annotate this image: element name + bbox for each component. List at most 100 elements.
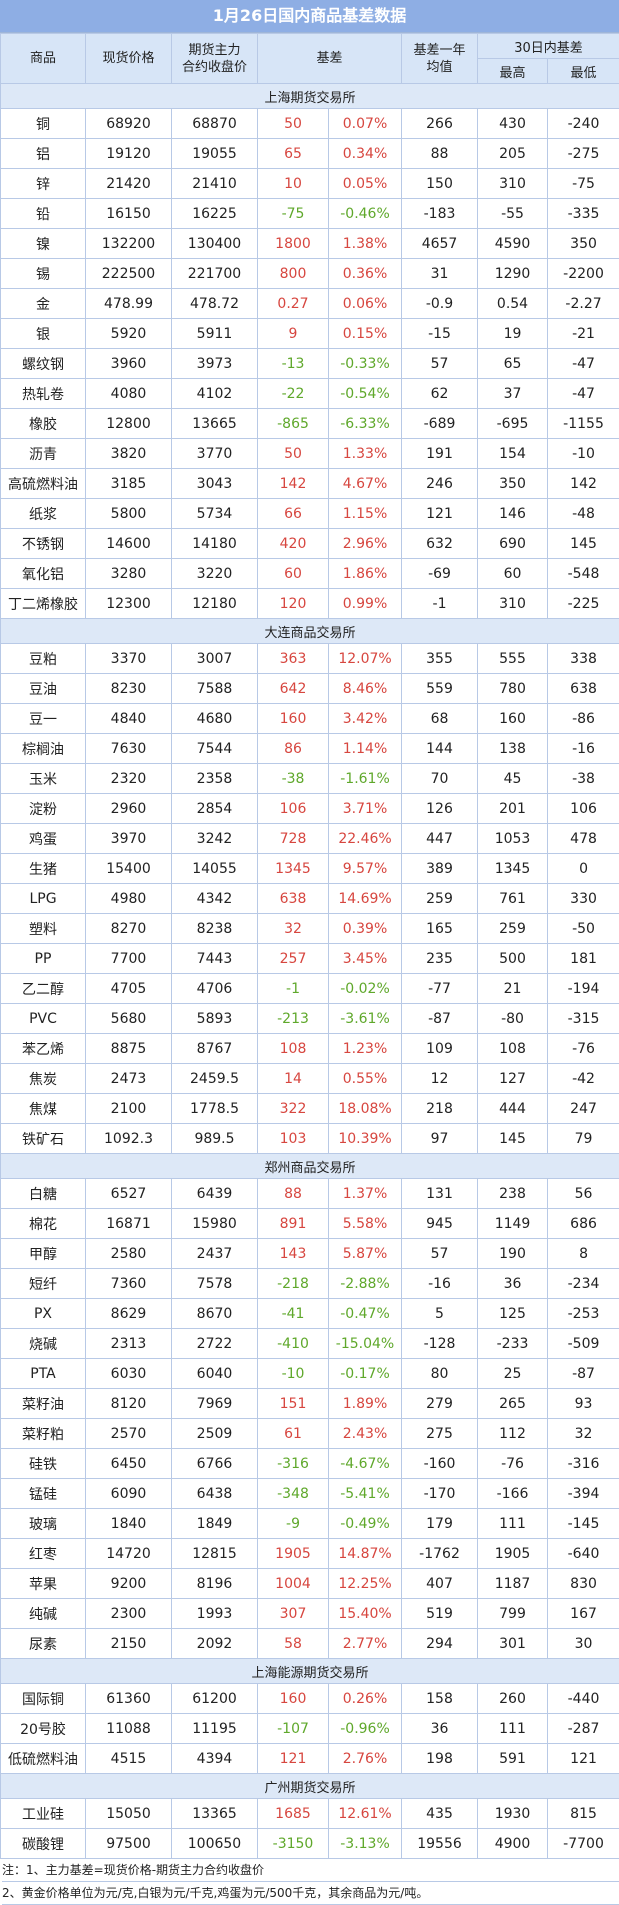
futures-close-cell: 1778.5 (172, 1094, 258, 1124)
basis-value-cell: 88 (258, 1179, 329, 1209)
spot-price-cell: 11088 (86, 1714, 172, 1744)
basis-30d-low-cell: 330 (548, 884, 619, 914)
basis-value-cell: 1685 (258, 1799, 329, 1829)
basis-value-cell: 363 (258, 644, 329, 674)
commodity-cell: 棉花 (1, 1209, 86, 1239)
commodity-cell: 苯乙烯 (1, 1034, 86, 1064)
basis-year-avg-cell: -183 (402, 199, 478, 229)
futures-close-cell: 130400 (172, 229, 258, 259)
basis-value-cell: -22 (258, 379, 329, 409)
basis-year-avg-cell: 158 (402, 1684, 478, 1714)
header-basis-year-avg-line2: 均值 (427, 60, 453, 75)
spot-price-cell: 12800 (86, 409, 172, 439)
basis-rate-cell: 1.14% (329, 734, 402, 764)
basis-30d-high-cell: 138 (478, 734, 548, 764)
basis-rate-cell: 8.46% (329, 674, 402, 704)
basis-30d-low-cell: -548 (548, 559, 619, 589)
spot-price-cell: 2300 (86, 1599, 172, 1629)
basis-rate-cell: -3.61% (329, 1004, 402, 1034)
basis-30d-low-cell: -394 (548, 1479, 619, 1509)
basis-rate-cell: -0.54% (329, 379, 402, 409)
basis-value-cell: 66 (258, 499, 329, 529)
futures-close-cell: 1849 (172, 1509, 258, 1539)
basis-30d-low-cell: -234 (548, 1269, 619, 1299)
basis-30d-high-cell: 310 (478, 169, 548, 199)
futures-close-cell: 989.5 (172, 1124, 258, 1154)
commodity-cell: 纸浆 (1, 499, 86, 529)
basis-year-avg-cell: 4657 (402, 229, 478, 259)
basis-rate-cell: -0.47% (329, 1299, 402, 1329)
basis-year-avg-cell: 126 (402, 794, 478, 824)
futures-close-cell: 3770 (172, 439, 258, 469)
commodity-cell: LPG (1, 884, 86, 914)
basis-rate-cell: 0.07% (329, 109, 402, 139)
basis-rate-cell: 12.61% (329, 1799, 402, 1829)
futures-close-cell: 15980 (172, 1209, 258, 1239)
commodity-cell: 乙二醇 (1, 974, 86, 1004)
basis-rate-cell: 0.15% (329, 319, 402, 349)
basis-year-avg-cell: 131 (402, 1179, 478, 1209)
basis-30d-low-cell: 638 (548, 674, 619, 704)
spot-price-cell: 2570 (86, 1419, 172, 1449)
spot-price-cell: 7700 (86, 944, 172, 974)
basis-year-avg-cell: 279 (402, 1389, 478, 1419)
basis-30d-high-cell: 301 (478, 1629, 548, 1659)
basis-year-avg-cell: 62 (402, 379, 478, 409)
basis-year-avg-cell: -689 (402, 409, 478, 439)
basis-rate-cell: 1.33% (329, 439, 402, 469)
basis-30d-low-cell: -2200 (548, 259, 619, 289)
commodity-cell: 橡胶 (1, 409, 86, 439)
footnote-2: 2、黄金价格单位为元/克,白银为元/千克,鸡蛋为元/500千克，其余商品为元/吨… (2, 1882, 619, 1905)
basis-30d-high-cell: 1930 (478, 1799, 548, 1829)
basis-30d-high-cell: 1053 (478, 824, 548, 854)
exchange-name: 上海期货交易所 (1, 84, 619, 109)
spot-price-cell: 6527 (86, 1179, 172, 1209)
basis-30d-low-cell: -87 (548, 1359, 619, 1389)
commodity-cell: 铝 (1, 139, 86, 169)
basis-value-cell: 0.27 (258, 289, 329, 319)
commodity-cell: 玉米 (1, 764, 86, 794)
futures-close-cell: 68870 (172, 109, 258, 139)
futures-close-cell: 3043 (172, 469, 258, 499)
spot-price-cell: 5680 (86, 1004, 172, 1034)
spot-price-cell: 3280 (86, 559, 172, 589)
spot-price-cell: 2100 (86, 1094, 172, 1124)
basis-rate-cell: 2.43% (329, 1419, 402, 1449)
basis-30d-low-cell: -47 (548, 379, 619, 409)
basis-year-avg-cell: -0.9 (402, 289, 478, 319)
basis-30d-low-cell: 32 (548, 1419, 619, 1449)
basis-year-avg-cell: 519 (402, 1599, 478, 1629)
basis-year-avg-cell: -128 (402, 1329, 478, 1359)
spot-price-cell: 9200 (86, 1569, 172, 1599)
basis-30d-low-cell: -335 (548, 199, 619, 229)
basis-30d-low-cell: -253 (548, 1299, 619, 1329)
spot-price-cell: 19120 (86, 139, 172, 169)
basis-30d-low-cell: -10 (548, 439, 619, 469)
spot-price-cell: 3185 (86, 469, 172, 499)
basis-30d-low-cell: 79 (548, 1124, 619, 1154)
futures-close-cell: 7544 (172, 734, 258, 764)
basis-30d-high-cell: 205 (478, 139, 548, 169)
basis-30d-high-cell: 190 (478, 1239, 548, 1269)
basis-30d-high-cell: 591 (478, 1744, 548, 1774)
spot-price-cell: 8230 (86, 674, 172, 704)
basis-rate-cell: 0.34% (329, 139, 402, 169)
basis-30d-low-cell: 106 (548, 794, 619, 824)
basis-rate-cell: 5.87% (329, 1239, 402, 1269)
basis-year-avg-cell: 57 (402, 1239, 478, 1269)
futures-close-cell: 2437 (172, 1239, 258, 1269)
basis-30d-low-cell: -48 (548, 499, 619, 529)
futures-close-cell: 7443 (172, 944, 258, 974)
basis-30d-low-cell: -38 (548, 764, 619, 794)
basis-30d-high-cell: -80 (478, 1004, 548, 1034)
basis-year-avg-cell: -77 (402, 974, 478, 1004)
